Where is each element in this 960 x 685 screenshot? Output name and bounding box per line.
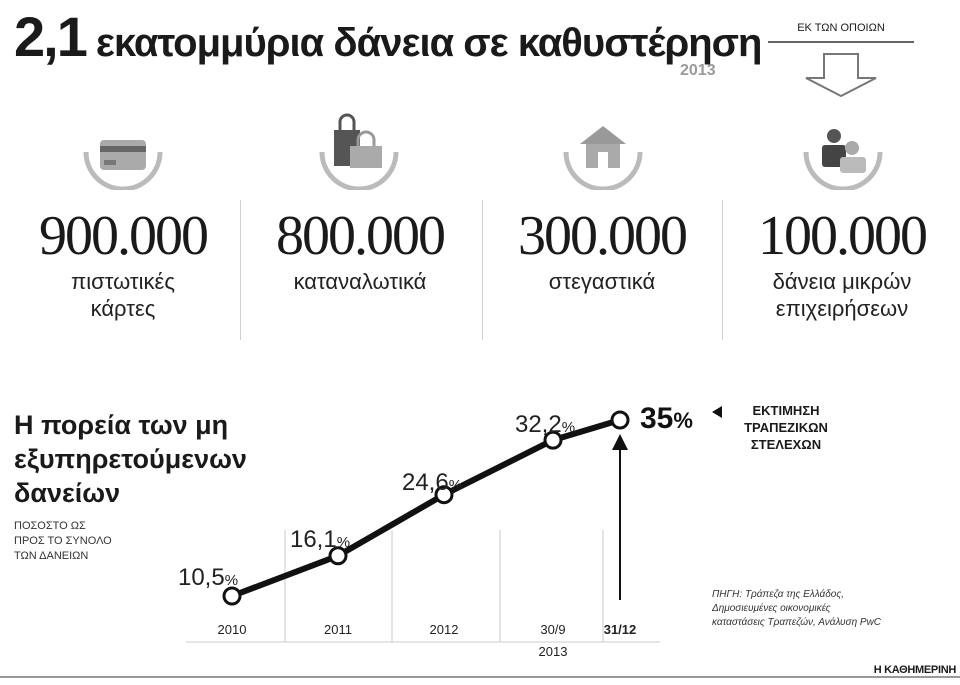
ek-ton-opoion-label: ΕΚ ΤΩΝ ΟΠΟΙΩΝ [797, 22, 885, 34]
stat-label-consumer: καταναλωτικά [240, 268, 480, 295]
x-tick-label: 2011 [324, 622, 352, 637]
stat-label-line: δάνεια μικρών [772, 269, 912, 294]
stat-label-line: πιστωτικές [71, 269, 175, 294]
data-label: 24,6% [402, 469, 462, 496]
estimate-line: ΕΚΤΙΜΗΣΗ [752, 403, 820, 418]
divider [722, 200, 723, 340]
stat-label-line: κάρτες [90, 296, 156, 321]
down-arrow-icon [768, 41, 914, 98]
credit-card-icon [83, 140, 163, 190]
chart-subtitle: ΠΟΣΟΣΤΟ ΩΣ ΠΡΟΣ ΤΟ ΣΥΝΟΛΟ ΤΩΝ ΔΑΝΕΙΩΝ [14, 519, 154, 564]
subtitle-line: ΠΡΟΣ ΤΟ ΣΥΝΟΛΟ [14, 535, 112, 547]
total-number: 2,1 [14, 5, 88, 68]
business-people-icon [803, 129, 883, 190]
source-line: Δημοσιευμένες οικονομικές [712, 603, 831, 614]
x-tick-label: 2012 [430, 622, 459, 637]
data-point [434, 485, 454, 505]
source-note: ΠΗΓΗ: Τράπεζα της Ελλάδος, Δημοσιευμένες… [712, 588, 952, 630]
estimate-label: ΕΚΤΙΜΗΣΗ ΤΡΑΠΕΖΙΚΩΝ ΣΤΕΛΕΧΩΝ [736, 402, 836, 453]
data-point [328, 546, 348, 566]
title-text: εκατομμύρια δάνεια σε καθυστέρηση [95, 21, 763, 65]
divider [482, 200, 483, 340]
data-point [543, 430, 563, 450]
estimate-arrow-head [612, 434, 628, 450]
source-line: ΠΗΓΗ: Τράπεζα της Ελλάδος, [712, 589, 844, 600]
estimate-pointer-icon [712, 406, 722, 418]
source-line: καταστάσεις Τραπεζών, Ανάλυση PwC [712, 617, 882, 628]
x-tick-sublabel: 2013 [539, 644, 568, 659]
footer-rule [0, 676, 960, 678]
divider [240, 200, 241, 340]
stat-label-line: στεγαστικά [548, 269, 656, 294]
stat-label-line: επιχειρήσεων [775, 296, 909, 321]
data-label: 35% [640, 402, 693, 435]
shopping-bag-icon [319, 113, 399, 190]
stat-number-cards: 900.000 [39, 205, 209, 267]
stat-number-business: 100.000 [758, 205, 928, 267]
stat-label-cards: πιστωτικές κάρτες [3, 268, 243, 322]
data-point [222, 586, 242, 606]
data-label: 32,2% [515, 411, 575, 438]
stat-label-business: δάνεια μικρών επιχειρήσεων [722, 268, 960, 322]
stat-number-consumer: 800.000 [276, 205, 446, 267]
x-tick-label: 30/9 [540, 622, 565, 637]
x-tick-label: 2010 [218, 622, 247, 637]
data-label: 10,5% [178, 564, 238, 591]
estimate-line: ΤΡΑΠΕΖΙΚΩΝ [744, 420, 828, 435]
subtitle-line: ΤΩΝ ΔΑΝΕΙΩΝ [14, 550, 89, 562]
subtitle-line: ΠΟΣΟΣΤΟ ΩΣ [14, 520, 86, 532]
data-point [610, 410, 630, 430]
estimate-line: ΣΤΕΛΕΧΩΝ [750, 437, 822, 452]
brand-logo: Η ΚΑΘΗΜΕΡΙΝΗ [873, 664, 957, 676]
stat-label-mortgage: στεγαστικά [482, 268, 722, 295]
stat-number-mortgage: 300.000 [518, 205, 688, 267]
house-icon [563, 126, 643, 190]
data-label: 16,1% [290, 526, 350, 553]
series-line [230, 417, 621, 599]
stat-label-line: καταναλωτικά [293, 269, 427, 294]
chart-title: Η πορεία των μη εξυπηρετούμενων δανείων [14, 410, 247, 508]
x-tick-label: 31/12 [604, 622, 637, 637]
main-title: 2,1 εκατομμύρια δάνεια σε καθυστέρηση [14, 4, 763, 69]
title-year: 2013 [680, 62, 716, 79]
